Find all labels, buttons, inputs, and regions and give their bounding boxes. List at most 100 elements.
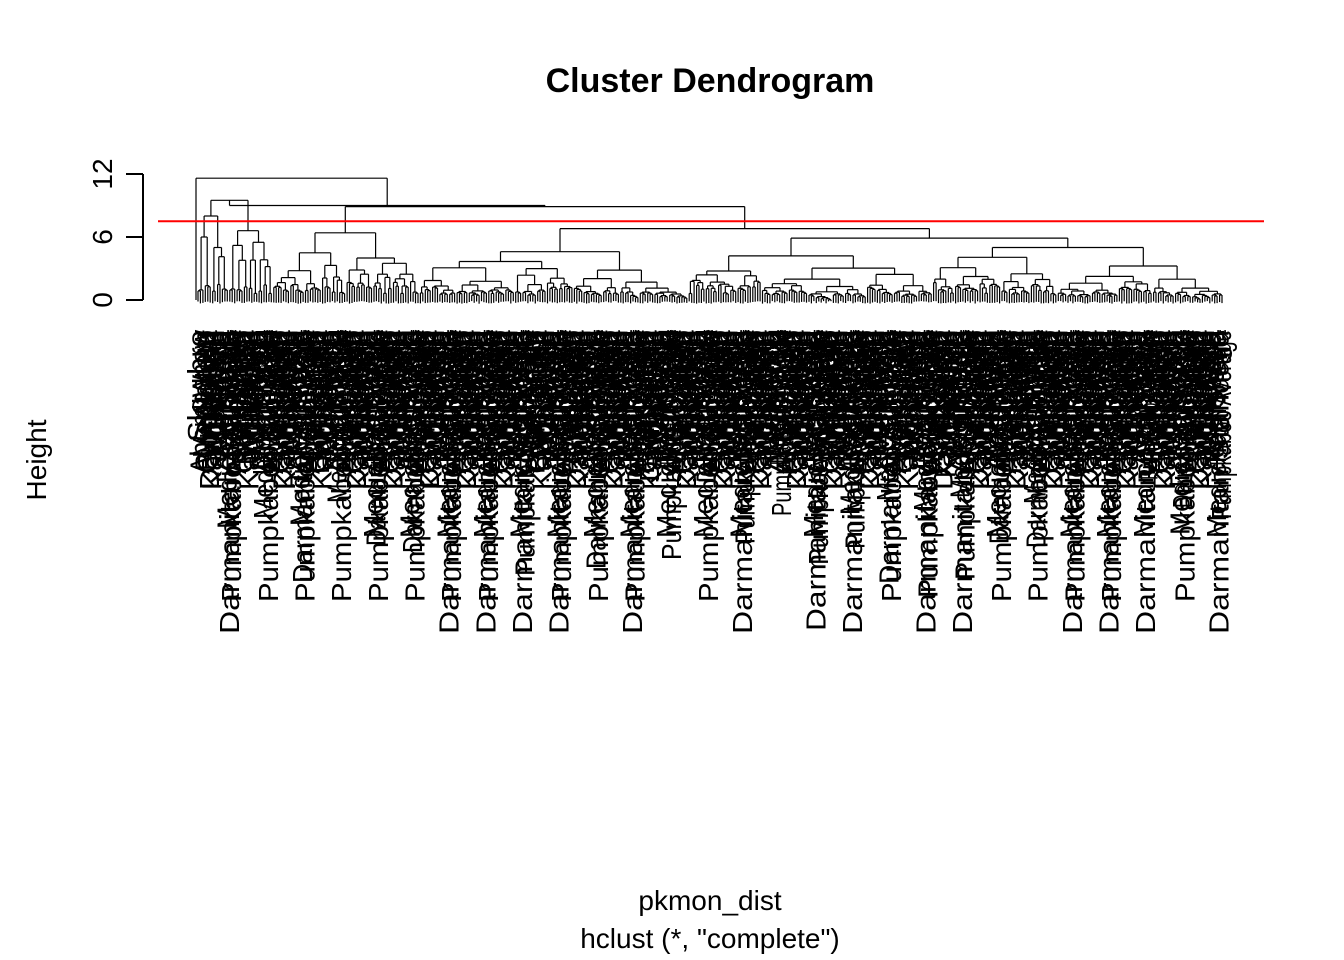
leaf-label: Aegislash	[832, 330, 863, 474]
leaf-label: Wormadam	[932, 330, 963, 458]
leaf-label: Darmanitan Standard	[764, 330, 795, 465]
leaf-label: Kangaskhan	[747, 330, 778, 490]
y-tick-label: 0	[87, 292, 118, 308]
leaf-label: Darmanitan	[598, 330, 629, 490]
leaf-label: Gourgeist	[1145, 330, 1176, 474]
leaf-label: Meloetta	[1084, 330, 1115, 458]
leaf-label: Kangaskhan	[1040, 330, 1071, 490]
leaf-label: Wormadam	[236, 330, 267, 458]
leaf-label: Darmanitan	[451, 330, 482, 490]
leaf-label: Pumpkaboo Average	[546, 330, 577, 602]
leaf-label: Medicham	[627, 330, 658, 458]
leaf-label: Abomasnow	[991, 329, 1022, 474]
leaf-label: Darmanitan Standard	[360, 330, 391, 546]
leaf-label: Darmanitan	[781, 330, 812, 490]
leaf-label: Abomasnow	[258, 329, 289, 474]
leaf-label: Hoopa	[390, 330, 421, 410]
leaf-label: Cherrim	[348, 330, 379, 442]
leaf-label: Pumpkaboo Average	[693, 330, 724, 602]
leaf-label: Hoopa	[536, 330, 567, 410]
leaf-label: Darmanitan Standard	[837, 330, 868, 634]
leaf-label: Pumpkaboo Average	[290, 330, 321, 602]
leaf-label: Cherrim	[861, 330, 892, 442]
leaf-label: Kangaskhan	[270, 330, 301, 490]
leaf-label: Hoopa	[866, 330, 897, 410]
leaf-label: Wormadam	[309, 330, 340, 458]
leaf-label: Darmanitan Standard	[324, 330, 355, 470]
leaf-label: Pumpkaboo	[483, 330, 514, 474]
leaf-label: Aegislash	[759, 330, 790, 474]
leaf-label: Abomasnow	[478, 329, 509, 474]
leaf-label: Slowbro	[732, 330, 763, 442]
leaf-label: Darmanitan	[891, 330, 922, 460]
leaf-label: Meloetta	[204, 330, 235, 458]
leaf-label: Pumpkaboo Average	[766, 330, 797, 516]
leaf-label: Gourgeist	[265, 330, 296, 474]
leaf-label: Abomasnow	[698, 329, 729, 474]
leaf-label: Pumpkaboo Average	[656, 330, 687, 560]
y-tick-label: 12	[87, 158, 118, 189]
leaf-label: Darmanitan	[854, 330, 885, 490]
leaf-label: Darmanitan Standard	[1167, 330, 1198, 508]
leaf-label: Pumpkaboo	[1069, 330, 1100, 474]
leaf-label: Darmanitan	[671, 330, 702, 490]
leaf-label: Cherrim	[312, 330, 343, 442]
leaf-label: Medicham Mega	[431, 330, 462, 538]
leaf-label: Pumpkaboo Average	[729, 330, 760, 544]
leaf-label: Darmanitan Standard	[1204, 330, 1235, 634]
leaf-label: Hoopa	[793, 330, 824, 410]
leaf-label: Medicham Mega	[615, 330, 646, 538]
leaf-label: Cherrim	[825, 330, 856, 442]
chart-title: Cluster Dendrogram	[546, 62, 875, 100]
leaf-label: Abomasnow	[954, 329, 985, 474]
leaf-label: Gourgeist	[228, 330, 259, 474]
leaf-label: Darmanitan	[1074, 330, 1105, 490]
leaf-label: Cherrim	[1155, 330, 1186, 442]
leaf-label: Gourgeist	[888, 330, 919, 474]
leaf-label: Gourgeist	[485, 330, 516, 474]
leaf-label: Cherrim	[238, 330, 269, 442]
leaf-label: Aegislash	[576, 330, 607, 474]
leaf-label: Abomasnow	[588, 329, 619, 474]
leaf-label: Medicham	[847, 330, 878, 458]
leaf-label: Darmanitan Standard	[1130, 330, 1161, 634]
dendrogram-tree	[195, 177, 1223, 304]
leaf-label: Slowbro	[255, 330, 286, 442]
leaf-label: Slowbro	[512, 330, 543, 442]
leaf-label: Darmanitan Standard	[214, 330, 245, 634]
leaf-label: Pumpkaboo Average	[839, 330, 870, 549]
leaf-label: Darmanitan	[378, 330, 409, 490]
leaf-label: Darmanitan	[1037, 330, 1068, 490]
leaf-label: Gourgeist	[778, 330, 809, 474]
leaf-label: Gourgeist	[852, 330, 883, 474]
leaf-label: Pumpkaboo	[373, 330, 404, 474]
leaf-label: Kangaskhan	[417, 330, 448, 490]
leaf-label: Medicham	[920, 330, 951, 458]
leaf-label: Wormadam	[1079, 330, 1110, 458]
leaf-label: Pumpkaboo	[226, 330, 257, 465]
leaf-label: Abomasnow	[771, 329, 802, 474]
leaf-label: Cherrim	[678, 330, 709, 442]
leaf-label: Medicham	[1103, 330, 1134, 458]
leaf-label: Darmanitan	[414, 330, 445, 489]
leaf-label: Kangaskhan	[197, 330, 228, 490]
leaf-label: Wormadam	[602, 330, 633, 458]
leaf-label: Wormadam	[859, 330, 890, 458]
leaf-label: Aegislash	[722, 330, 753, 474]
leaf-label: Gourgeist	[1108, 330, 1139, 474]
leaf-label: Kangaskhan	[1186, 330, 1217, 490]
leaf-label: Medicham	[957, 330, 988, 458]
leaf-label: Meloetta	[681, 330, 712, 458]
leaf-label: Darmanitan Standard	[397, 330, 428, 553]
leaf-label: Meloetta	[901, 330, 932, 458]
leaf-label: Aegislash	[246, 330, 277, 474]
leaf-label: Gourgeist	[668, 330, 699, 474]
leaf-label: Abomasnow	[294, 329, 325, 474]
leaf-label: Pumpkaboo Average	[326, 330, 357, 602]
leaf-label: Kangaskhan	[637, 330, 668, 490]
leaf-label: Darmanitan	[304, 330, 335, 474]
leaf-label: Meloetta	[974, 330, 1005, 458]
leaf-label: Cherrim	[971, 330, 1002, 442]
leaf-label: Meloetta	[754, 330, 785, 458]
leaf-label: Pumpkaboo Average	[986, 330, 1017, 602]
